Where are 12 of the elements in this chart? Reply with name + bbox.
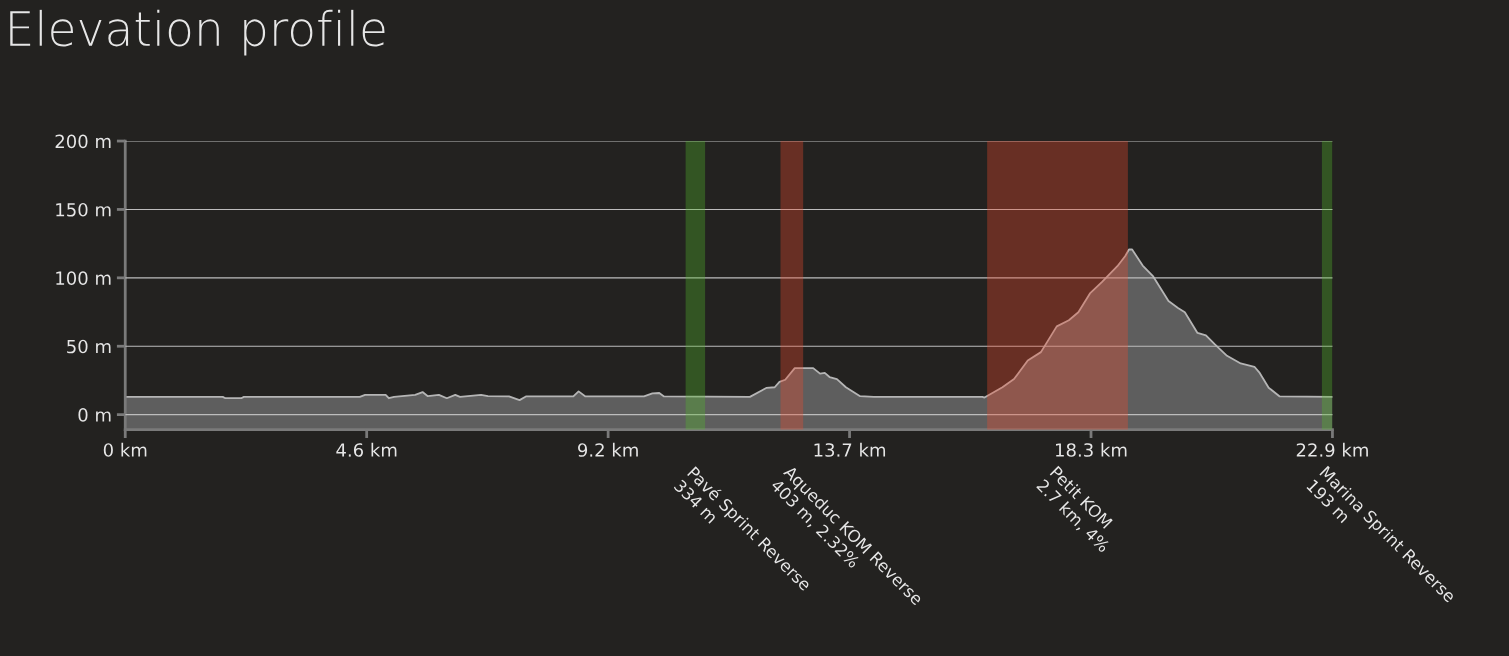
x-tick-label: 4.6 km <box>336 442 397 457</box>
y-tick-label: 50 m <box>67 339 111 354</box>
x-tick-label: 0 km <box>103 442 147 457</box>
y-tick-label: 100 m <box>56 271 111 285</box>
chart-title: Elevation profile <box>10 9 385 56</box>
x-tick-label: 9.2 km <box>578 442 638 457</box>
y-tick-label: 200 m <box>55 134 111 149</box>
y-tick-label: 150 m <box>56 202 111 217</box>
x-tick-label: 22.9 km <box>1296 442 1368 457</box>
y-tick-label: 0 m <box>78 408 111 422</box>
x-tick-label: 13.7 km <box>814 442 886 457</box>
x-tick-label: 18.3 km <box>1056 442 1127 457</box>
